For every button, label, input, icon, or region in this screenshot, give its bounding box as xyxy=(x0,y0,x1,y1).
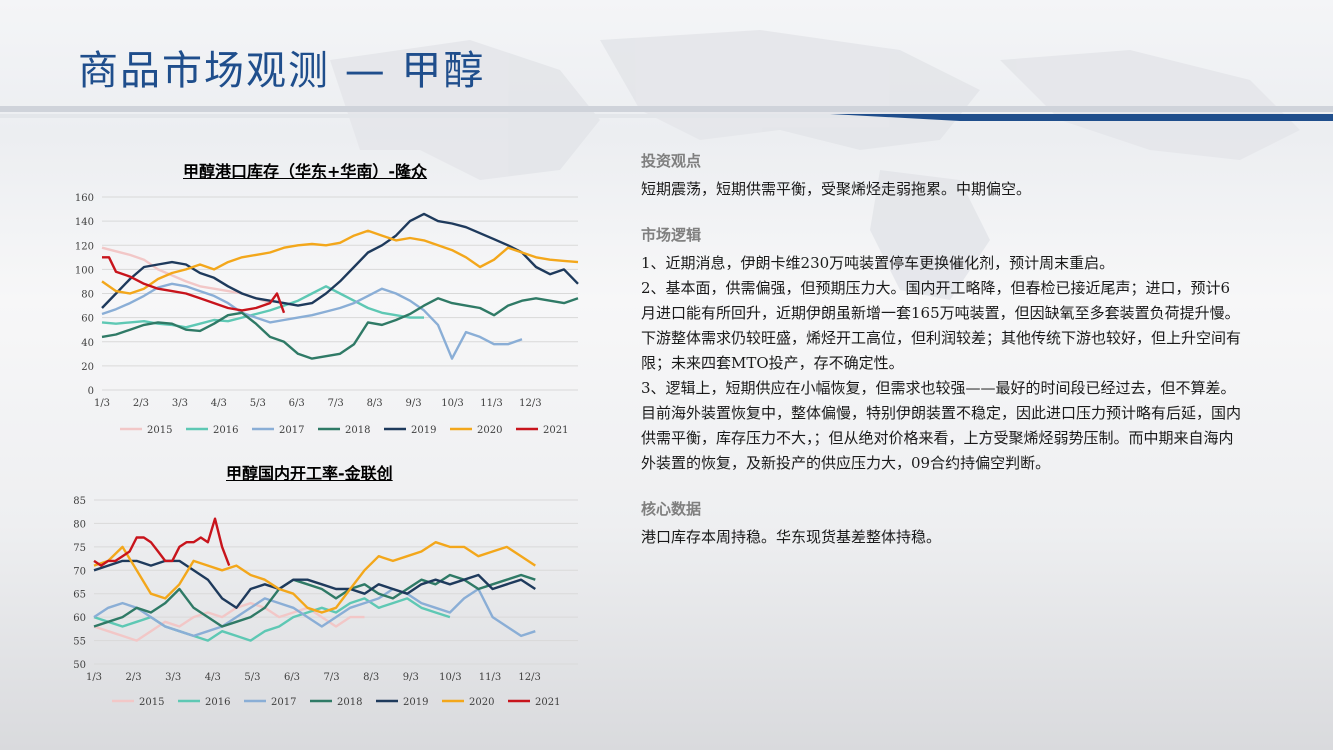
chart1-title: 甲醇港口库存（华东+华南）-隆众 xyxy=(183,162,428,181)
section-paragraph: 1、近期消息，伊朗卡维230万吨装置停车更换催化剂，预计周末重启。 xyxy=(641,254,1115,272)
legend-label-2021: 2021 xyxy=(535,697,560,708)
x-tick-label: 9/3 xyxy=(403,672,419,683)
x-tick-label: 7/3 xyxy=(324,672,340,683)
legend-label-2018: 2018 xyxy=(337,697,362,708)
section-paragraph: 3、逻辑上，短期供应在小幅恢复，但需求也较强——最好的时间段已经过去，但不算差。… xyxy=(641,379,1242,472)
x-tick-label: 5/3 xyxy=(244,672,260,683)
page-title: 商品市场观测 — 甲醇 xyxy=(78,48,486,94)
legend-label-2019: 2019 xyxy=(403,697,428,708)
y-tick-label: 50 xyxy=(73,660,86,671)
series-line-2019 xyxy=(101,212,579,309)
section-paragraph: 短期震荡，短期供需平衡，受聚烯烃走弱拖累。中期偏空。 xyxy=(641,180,1032,198)
y-tick-label: 40 xyxy=(81,338,94,349)
y-tick-label: 75 xyxy=(73,543,86,554)
legend-label-2018: 2018 xyxy=(345,425,370,436)
series-line-2021 xyxy=(93,517,231,567)
y-tick-label: 160 xyxy=(75,193,94,204)
x-tick-label: 4/3 xyxy=(205,672,221,683)
series-line-2020 xyxy=(101,229,579,295)
y-tick-label: 60 xyxy=(73,613,86,624)
y-tick-label: 140 xyxy=(75,217,94,228)
x-tick-label: 10/3 xyxy=(439,672,461,683)
x-tick-label: 7/3 xyxy=(328,398,344,409)
x-tick-label: 5/3 xyxy=(250,398,266,409)
series-line-2018 xyxy=(101,297,579,360)
legend-label-2021: 2021 xyxy=(543,425,568,436)
section-market-logic: 市场逻辑 1、近期消息，伊朗卡维230万吨装置停车更换催化剂，预计周末重启。 2… xyxy=(641,224,1241,476)
x-tick-label: 2/3 xyxy=(126,672,142,683)
series-line-2017 xyxy=(93,587,536,638)
section-heading: 市场逻辑 xyxy=(641,226,702,244)
section-paragraph: 港口库存本周持稳。华东现货基差整体持稳。 xyxy=(641,528,942,546)
x-tick-label: 1/3 xyxy=(94,398,110,409)
y-tick-label: 70 xyxy=(73,566,86,577)
y-tick-label: 80 xyxy=(81,290,94,301)
section-core-data: 核心数据 港口库存本周持稳。华东现货基差整体持稳。 xyxy=(641,498,1241,550)
chart-operating-rate: 50 55 60 65 70 75 80 85 1/3 2/3 3/3 4/3 5/3 6/3 7/3 8/3… xyxy=(73,496,578,708)
y-tick-label: 20 xyxy=(81,362,94,373)
x-tick-label: 6/3 xyxy=(284,672,300,683)
series-line-2017 xyxy=(101,282,523,360)
chart-port-inventory: 0 20 40 60 80 100 120 140 160 1/3 2/3 3/3 4/3 5/3 6/3 7… xyxy=(75,193,579,436)
x-tick-label: 1/3 xyxy=(86,672,102,683)
series-line-2020 xyxy=(93,541,536,614)
y-tick-label: 85 xyxy=(73,496,86,507)
x-tick-label: 3/3 xyxy=(165,672,181,683)
legend-label-2016: 2016 xyxy=(213,425,238,436)
section-heading: 核心数据 xyxy=(641,500,702,518)
x-tick-label: 11/3 xyxy=(480,398,502,409)
legend-label-2020: 2020 xyxy=(469,697,494,708)
legend-label-2019: 2019 xyxy=(411,425,436,436)
x-tick-label: 12/3 xyxy=(518,672,540,683)
x-tick-label: 2/3 xyxy=(133,398,149,409)
y-tick-label: 80 xyxy=(73,519,86,530)
legend-label-2017: 2017 xyxy=(271,697,296,708)
title-underline-bar xyxy=(0,106,1333,121)
y-tick-label: 55 xyxy=(73,637,86,648)
y-tick-label: 65 xyxy=(73,590,86,601)
x-tick-label: 3/3 xyxy=(172,398,188,409)
legend-label-2020: 2020 xyxy=(477,425,502,436)
legend-label-2015: 2015 xyxy=(147,425,172,436)
section-investment-view: 投资观点 短期震荡，短期供需平衡，受聚烯烃走弱拖累。中期偏空。 xyxy=(641,150,1241,202)
x-tick-label: 12/3 xyxy=(519,398,541,409)
y-tick-label: 100 xyxy=(75,265,94,276)
y-tick-label: 120 xyxy=(75,241,94,252)
legend-label-2017: 2017 xyxy=(279,425,304,436)
series-line-2015 xyxy=(93,601,365,642)
x-tick-label: 4/3 xyxy=(211,398,227,409)
x-tick-label: 9/3 xyxy=(406,398,422,409)
section-heading: 投资观点 xyxy=(641,152,702,170)
legend-label-2016: 2016 xyxy=(205,697,230,708)
series-line-2021 xyxy=(102,256,286,314)
chart2-title: 甲醇国内开工率-金联创 xyxy=(226,464,393,483)
x-tick-label: 8/3 xyxy=(367,398,383,409)
section-paragraph: 2、基本面，供需偏强，但预期压力大。国内开工略降，但春检已接近尾声；进口，预计6… xyxy=(641,279,1242,372)
x-tick-label: 8/3 xyxy=(363,672,379,683)
x-tick-label: 10/3 xyxy=(441,398,463,409)
y-tick-label: 0 xyxy=(88,386,94,397)
x-tick-label: 11/3 xyxy=(479,672,501,683)
x-tick-label: 6/3 xyxy=(289,398,305,409)
series-line-2018 xyxy=(93,573,536,628)
legend-label-2015: 2015 xyxy=(139,697,164,708)
y-tick-label: 60 xyxy=(81,314,94,325)
analysis-panel: 投资观点 短期震荡，短期供需平衡，受聚烯烃走弱拖累。中期偏空。 市场逻辑 1、近… xyxy=(641,150,1241,550)
